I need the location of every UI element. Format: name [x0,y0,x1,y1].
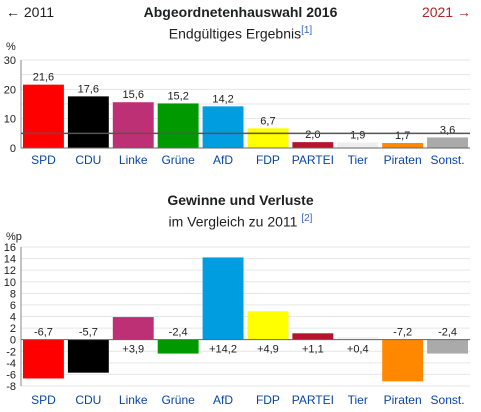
chart1-subtitle: Endgültiges Ergebnis[1] [0,25,481,42]
changes-category-label: AfD [213,393,233,407]
changes-value-label: -5,7 [79,327,98,339]
changes-bar [112,317,154,340]
results-value-label: 6,7 [260,115,275,127]
changes-category-label: Piraten [384,393,422,407]
changes-bar [292,333,334,340]
changes-category-label: FDP [256,393,280,407]
changes-value-label: -2,4 [438,327,457,339]
chart2-subtitle-text: im Vergleich zu 2011 [168,213,298,230]
changes-y-tick-label: -8 [6,381,16,393]
results-value-label: 14,2 [212,93,233,105]
chart1-subtitle-text: Endgültiges Ergebnis [168,25,302,42]
results-value-label: 17,6 [78,83,99,95]
results-bar [202,106,244,148]
results-bar [292,142,334,148]
changes-y-tick-label: 16 [4,242,16,254]
results-value-label: 1,7 [395,130,410,142]
changes-category-label: SPD [31,393,56,407]
results-category-label: Piraten [384,153,422,167]
changes-value-label: +0,4 [347,344,369,356]
changes-y-tick-label: 12 [4,265,16,277]
results-value-label: 15,6 [123,89,144,101]
prev-election-link[interactable]: ← 2011 [6,4,54,20]
chart2-footnote-link[interactable]: [2] [301,213,313,224]
results-category-label: CDU [75,153,101,167]
chart2-subtitle: im Vergleich zu 2011 [2] [0,213,481,230]
changes-value-label: +4,9 [257,344,279,356]
results-value-label: 2,0 [305,129,320,141]
changes-y-tick-label: 0 [10,335,16,347]
changes-bar [247,311,289,340]
changes-y-tick-label: 4 [10,312,16,324]
changes-value-label: -2,4 [169,327,188,339]
changes-y-tick-label: 14 [4,254,16,266]
changes-category-label: PARTEI [292,393,334,407]
changes-bar [337,337,379,340]
changes-category-label: Linke [119,393,148,407]
results-category-label: Sonst. [431,153,465,167]
results-y-tick-label: 10 [4,114,16,126]
changes-value-label: -6,7 [34,327,53,339]
changes-value-label: +14,2 [209,344,237,356]
results-category-label: FDP [256,153,280,167]
changes-bar [23,339,64,379]
results-category-label: Grüne [161,153,195,167]
results-bar [67,96,109,148]
results-bar [427,137,468,148]
results-bar [337,142,379,148]
changes-bar [67,339,109,373]
results-value-label: 3,6 [440,124,455,136]
chart1-footnote-link[interactable]: [1] [301,25,313,36]
results-y-tick-label: 30 [4,55,16,67]
results-value-label: 1,9 [350,129,365,141]
changes-value-label: -7,2 [393,327,412,339]
results-value-label: 15,2 [167,90,188,102]
changes-y-tick-label: -4 [6,358,16,370]
changes-bar [157,339,199,354]
changes-y-tick-label: -6 [6,369,16,381]
changes-y-tick-label: -2 [6,346,16,358]
changes-y-tick-label: 6 [10,300,16,312]
next-election-link[interactable]: 2021 → [421,4,471,20]
changes-value-label: +1,1 [302,344,324,356]
results-bar [23,84,64,148]
changes-category-label: Tier [348,393,368,407]
changes-y-tick-label: 8 [10,288,16,300]
results-category-label: Linke [119,153,148,167]
results-value-label: 21,6 [33,72,54,84]
changes-category-label: Grüne [161,393,195,407]
chart1-title: Abgeordnetenhauswahl 2016 [143,4,338,20]
results-bar [382,143,424,148]
results-category-label: Tier [348,153,368,167]
chart2-title: Gewinne und Verluste [167,192,314,208]
changes-category-label: CDU [75,393,101,407]
results-y-tick-label: 0 [10,143,16,155]
results-category-label: AfD [213,153,233,167]
results-bar [247,128,289,148]
results-y-tick-label: 20 [4,84,16,96]
results-bar [157,103,199,148]
changes-value-label: +3,9 [122,344,144,356]
results-category-label: SPD [31,153,56,167]
changes-bar [382,339,424,382]
changes-y-axis-label: %p [6,231,22,243]
changes-y-tick-label: 10 [4,277,16,289]
changes-category-label: Sonst. [431,393,465,407]
changes-bar [202,257,244,340]
results-y-axis-label: % [6,41,16,53]
changes-y-tick-label: 2 [10,323,16,335]
results-bar [112,102,154,148]
changes-bar [427,339,468,354]
results-category-label: PARTEI [292,153,334,167]
